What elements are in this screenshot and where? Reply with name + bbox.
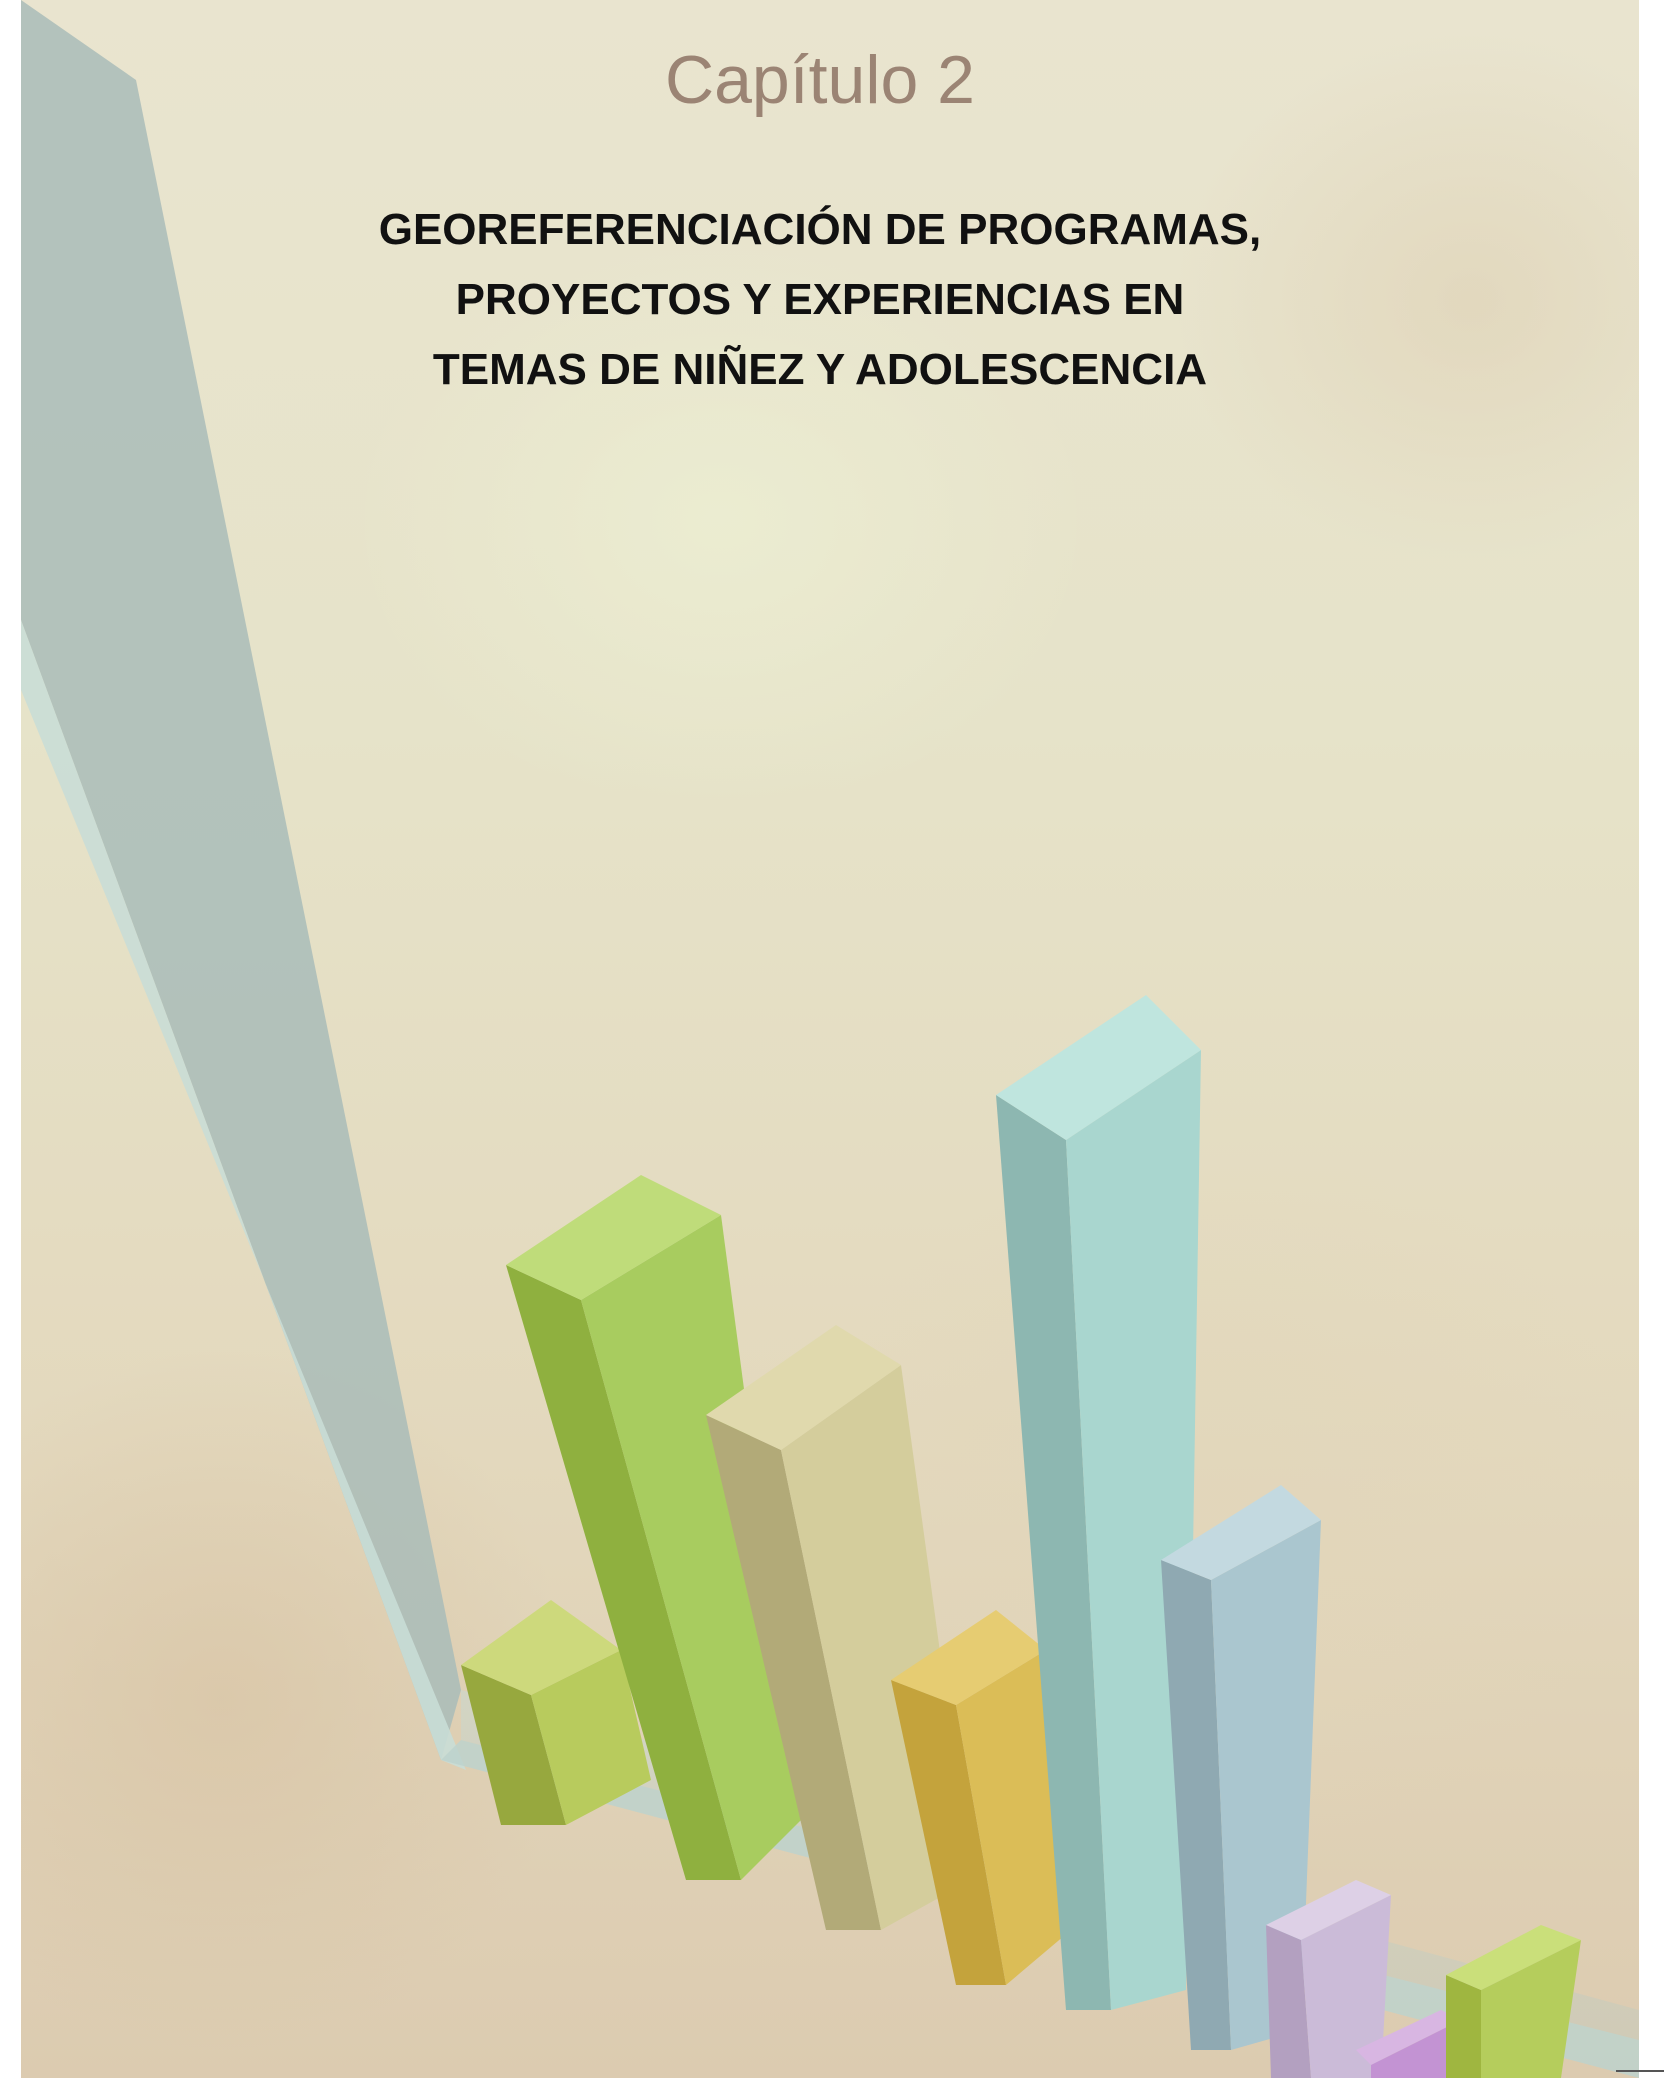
bar-chart-illustration (21, 0, 1639, 2078)
chapter-title-line-3: TEMAS DE NIÑEZ Y ADOLESCENCIA (432, 345, 1208, 394)
chapter-label: Capítulo 2 (665, 42, 975, 118)
bar-6 (1161, 1485, 1321, 2050)
bar-7 (1266, 1880, 1391, 2078)
bar-4 (891, 1610, 1071, 1985)
chapter-title-line-2: PROYECTOS Y EXPERIENCIAS EN (455, 275, 1185, 324)
chapter-title-line-1: GEOREFERENCIACIÓN DE PROGRAMAS, (378, 205, 1262, 254)
bar-9 (1446, 1925, 1581, 2078)
bar-8 (1356, 2010, 1461, 2078)
bar-5 (996, 995, 1201, 2010)
chapter-title: GEOREFERENCIACIÓN DE PROGRAMAS, PROYECTO… (21, 195, 1619, 405)
page-edge-mark (1616, 2070, 1664, 2072)
bar-2 (506, 1175, 801, 1880)
cover-page: Capítulo 2 GEOREFERENCIACIÓN DE PROGRAMA… (21, 0, 1639, 2078)
bar-1 (461, 1600, 651, 1825)
